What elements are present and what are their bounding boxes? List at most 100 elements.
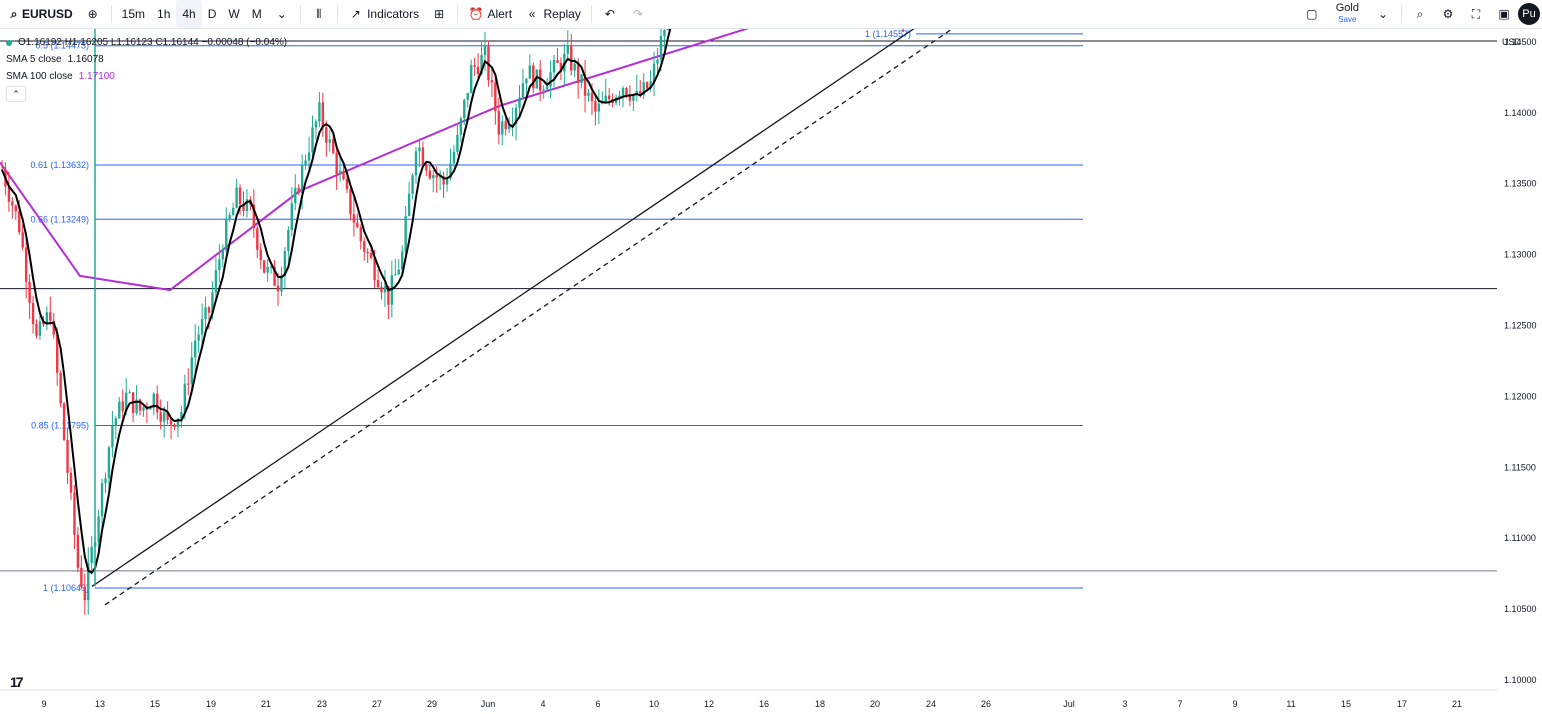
divider — [590, 5, 592, 23]
divider — [1401, 5, 1402, 23]
candle-body — [80, 567, 83, 587]
interval-dropdown[interactable]: ⌄ — [268, 0, 296, 28]
compare-button[interactable]: ⊕ — [79, 0, 107, 28]
candle-body — [156, 393, 159, 413]
interval-d[interactable]: D — [207, 7, 217, 21]
candle-body — [38, 321, 42, 336]
layout-name[interactable]: Gold Save — [1326, 3, 1369, 25]
layout-button[interactable]: ▢ — [1298, 0, 1326, 28]
candle-body — [259, 249, 262, 261]
candle-body — [300, 164, 304, 194]
candle-body — [24, 247, 28, 282]
alarm-icon: ⏰ — [468, 7, 484, 21]
candle-body — [245, 199, 249, 212]
candle-body — [349, 189, 352, 215]
redo-button[interactable]: ↷ — [624, 0, 652, 28]
settings-button[interactable]: ⚙ — [1434, 0, 1462, 28]
candle-body — [87, 563, 90, 601]
candle-body — [501, 121, 504, 135]
time-tick-label: 26 — [981, 699, 991, 709]
time-tick-label: 21 — [261, 699, 271, 709]
price-tick-label: 1.10000 — [1504, 675, 1537, 685]
candle-body — [290, 203, 293, 230]
templates-button[interactable]: ⊞ — [425, 0, 453, 28]
fibonacci-levels: 0 (1.18297)0.15 (1.17150)0.21 (1.16691)0… — [30, 29, 1083, 593]
candle-body — [221, 250, 224, 260]
candle-body — [490, 79, 494, 83]
layout-title: Gold — [1335, 2, 1359, 14]
undo-icon: ↶ — [604, 7, 615, 21]
indicators-button[interactable]: ↗ Indicators — [342, 0, 425, 28]
candle-body — [559, 62, 563, 72]
replay-button[interactable]: « Replay — [518, 0, 587, 28]
interval-m[interactable]: M — [251, 7, 262, 21]
interval-1h[interactable]: 1h — [157, 7, 171, 21]
symbol-search[interactable]: ⌕ EURUSD — [0, 0, 79, 28]
chevron-down-icon: ⌄ — [1377, 7, 1389, 21]
magnifier-icon: ⌕ — [1416, 6, 1424, 21]
candle-body — [476, 66, 480, 75]
candle-body — [342, 170, 345, 179]
sma5-legend[interactable]: SMA 5 close 1.16078 — [6, 51, 287, 68]
candle-body — [311, 127, 314, 153]
candle-body — [152, 393, 155, 409]
candle-body — [280, 275, 283, 292]
candle-body — [570, 45, 573, 71]
candle-body — [62, 403, 66, 441]
support-trendline-dashed — [104, 29, 954, 606]
candle-body — [263, 260, 266, 273]
collapse-legend-button[interactable]: ⌃ — [6, 86, 26, 102]
sma100-legend[interactable]: SMA 100 close 1.17100 — [6, 68, 287, 85]
price-tick-label: 1.14500 — [1504, 37, 1537, 47]
indicators-icon: ↗ — [350, 7, 361, 21]
candle-body — [428, 170, 431, 179]
candle-body — [49, 312, 52, 321]
candle-body — [618, 95, 621, 98]
candle-body — [111, 425, 114, 448]
candle-body — [552, 60, 556, 73]
interval-4h[interactable]: 4h — [176, 0, 202, 28]
tradingview-logo[interactable]: 17 — [10, 674, 24, 690]
candle-body — [576, 63, 580, 84]
alert-button[interactable]: ⏰ Alert — [462, 0, 518, 28]
interval-15m[interactable]: 15m — [121, 7, 146, 21]
ohlc-row: O1.16192 H1.16205 L1.16123 C1.16144 −0.0… — [6, 34, 287, 51]
candle-body — [666, 29, 670, 31]
interval-w[interactable]: W — [228, 7, 240, 21]
sma100-path — [0, 29, 750, 292]
undo-button[interactable]: ↶ — [596, 0, 624, 28]
currency-label: USD — [1502, 37, 1522, 47]
candle-body — [121, 401, 124, 412]
candle-body — [252, 204, 256, 229]
candle-body — [159, 412, 162, 422]
snapshot-button[interactable]: ▣ — [1490, 0, 1518, 28]
quick-search-button[interactable]: ⌕ — [1406, 0, 1434, 28]
chevron-up-icon: ⌃ — [12, 89, 20, 99]
candle-body — [104, 478, 107, 484]
candle-body — [118, 401, 121, 419]
candle-body — [45, 312, 49, 325]
candle-body — [197, 334, 200, 341]
candle-body — [470, 65, 473, 93]
price-lines — [0, 40, 1497, 572]
time-tick-label: Jun — [481, 699, 496, 709]
divider — [110, 5, 112, 23]
chart-canvas[interactable]: 0 (1.18297)0.15 (1.17150)0.21 (1.16691)0… — [0, 29, 1542, 714]
candle-body — [204, 307, 207, 319]
support-trendline — [91, 29, 915, 587]
layout-dropdown[interactable]: ⌄ — [1369, 0, 1397, 28]
chart-type-button[interactable]: ⫴ — [305, 0, 333, 28]
candle-body — [418, 147, 421, 152]
candle-body — [325, 127, 328, 143]
fullscreen-button[interactable]: ⛶ — [1462, 0, 1490, 28]
candle-body — [528, 65, 532, 79]
candle-body — [180, 411, 183, 419]
search-icon: ⌕ — [10, 6, 18, 21]
gear-icon: ⚙ — [1442, 7, 1454, 21]
time-tick-label: 7 — [1177, 699, 1182, 709]
candle-body — [287, 229, 290, 252]
candle-body — [497, 111, 500, 135]
publish-button[interactable]: Pu — [1518, 3, 1540, 25]
candle-body — [100, 483, 104, 517]
candle-body — [332, 139, 335, 153]
